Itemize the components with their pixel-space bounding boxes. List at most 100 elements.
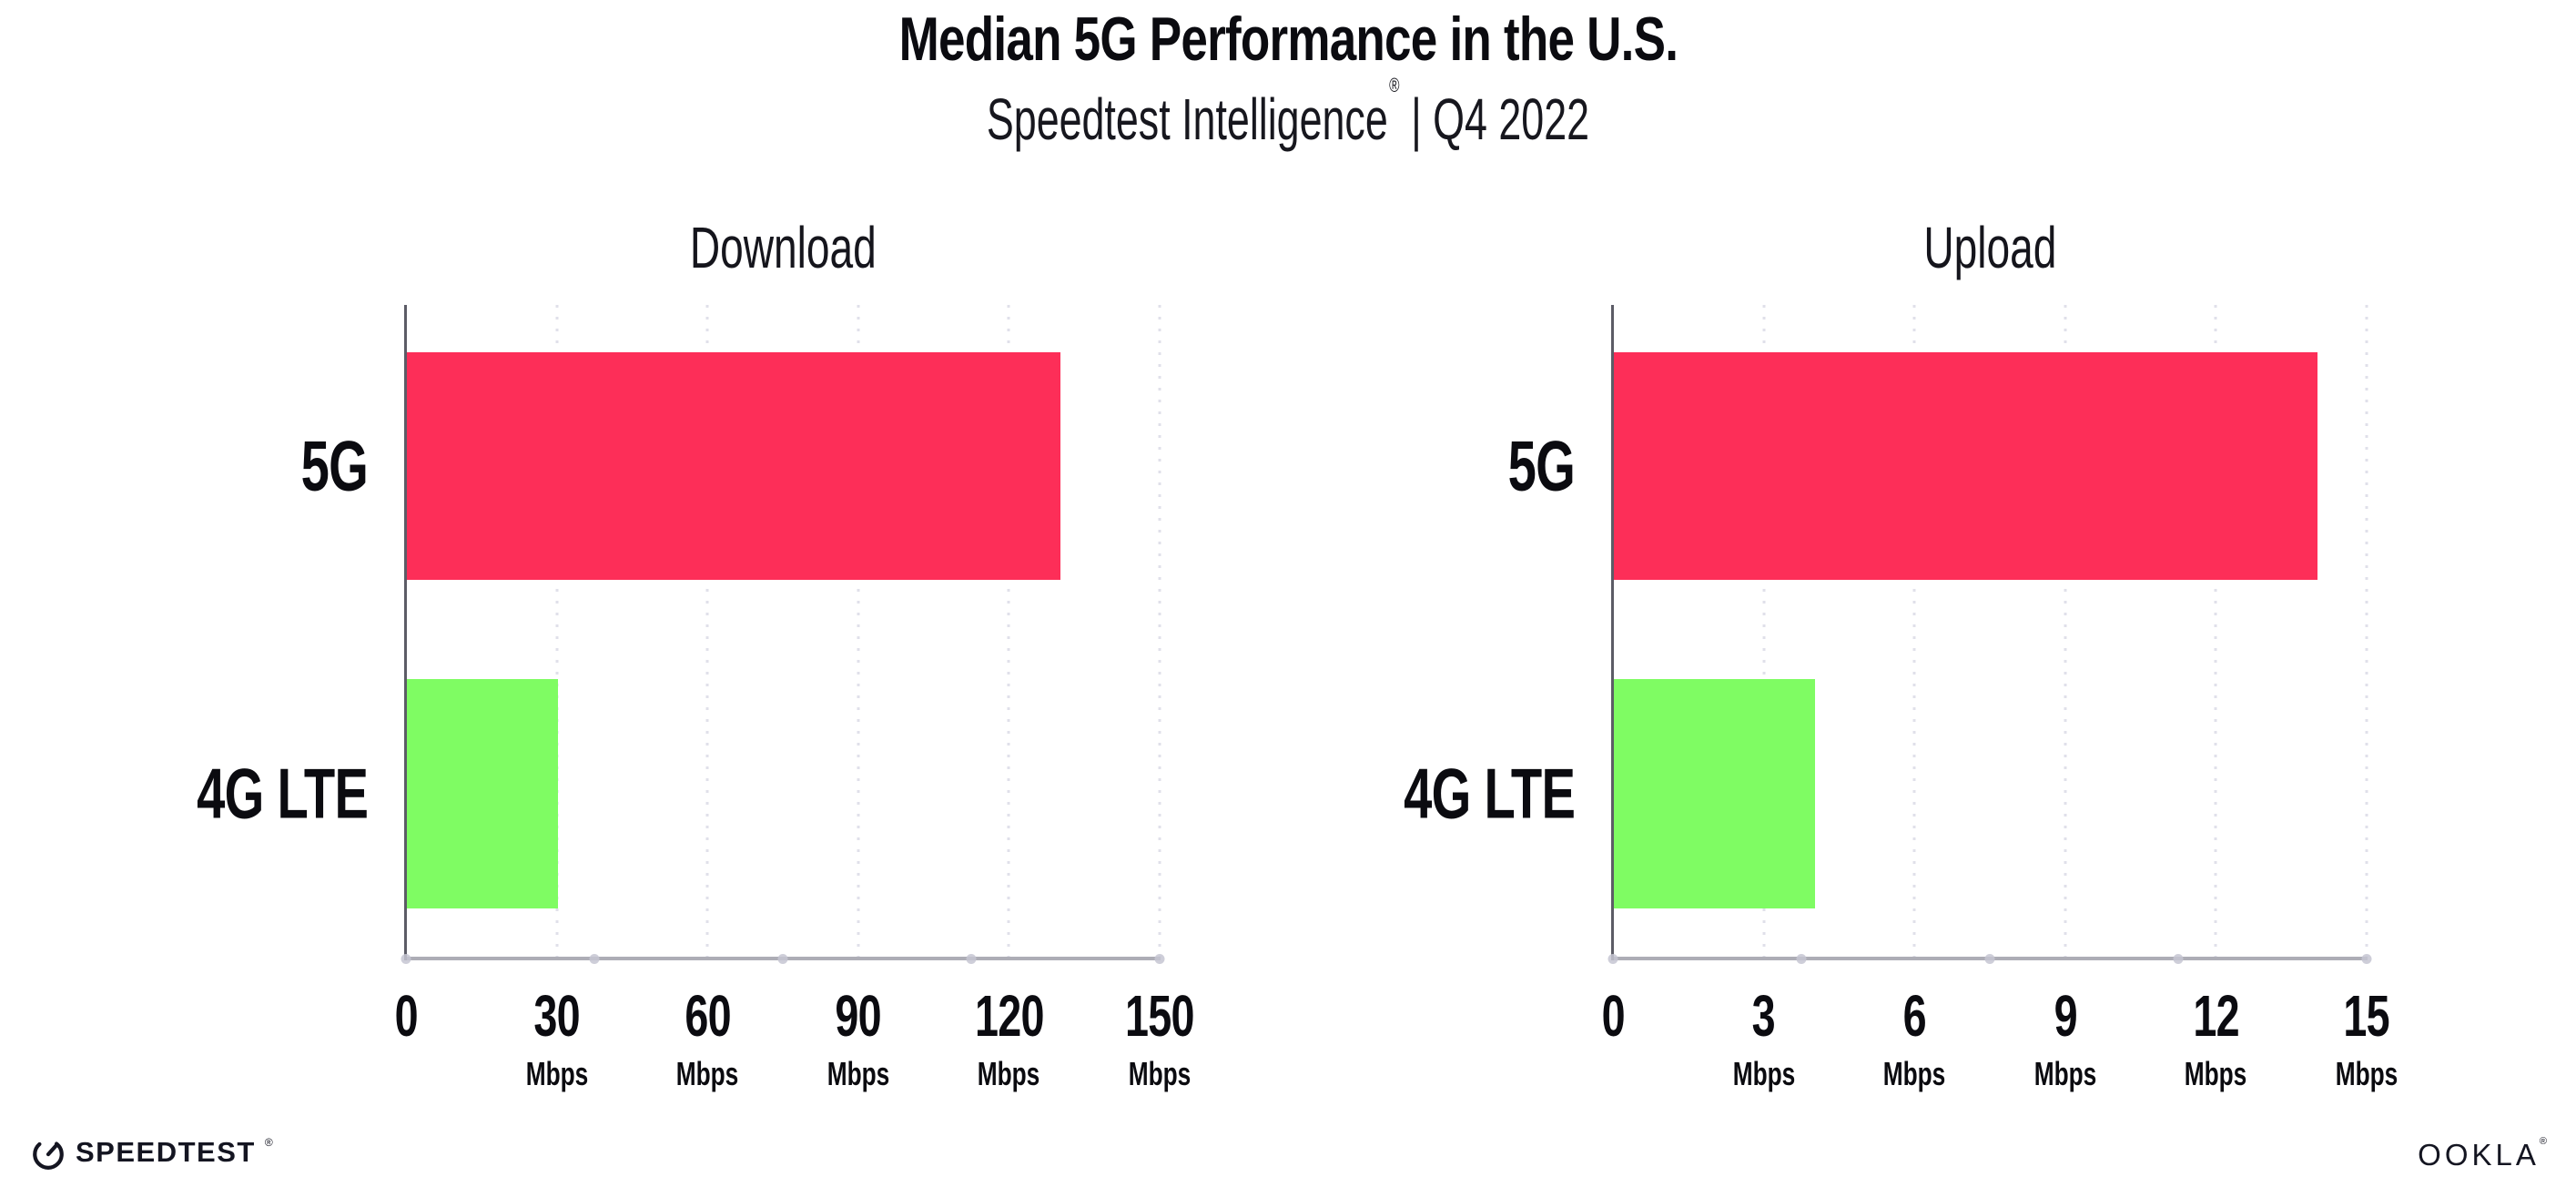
tick-unit-label: Mbps <box>1646 1055 1882 1093</box>
category-label-text: 4G LTE <box>196 753 369 834</box>
subtitle-brand: Speedtest Intelligence <box>986 86 1388 152</box>
tick-label-text: 150 <box>1125 983 1194 1049</box>
x-tick-60: 60 Mbps <box>589 982 826 1093</box>
gridline-3 <box>1762 305 1766 959</box>
ookla-logo: OOKLA ® <box>2418 1136 2547 1172</box>
tick-unit-text: Mbps <box>978 1055 1040 1092</box>
speedtest-registered-mark: ® <box>264 1136 273 1149</box>
x-tick-9: 9 Mbps <box>1947 982 2184 1093</box>
category-label-text: 5G <box>300 425 369 506</box>
ookla-registered-mark: ® <box>2539 1136 2547 1147</box>
category-label-4g-lte: 4G LTE <box>1337 753 1576 836</box>
tick-unit-label: Mbps <box>1041 1055 1278 1093</box>
gridline-12 <box>2214 305 2217 959</box>
tick-unit-text: Mbps <box>1732 1055 1795 1092</box>
tick-label: 0 <box>288 982 524 1050</box>
tick-label-text: 3 <box>1751 983 1776 1049</box>
gridline-90 <box>857 305 860 959</box>
tick-label: 6 <box>1796 982 2033 1050</box>
gridline-120 <box>1007 305 1010 959</box>
x-tick-6: 6 Mbps <box>1796 982 2033 1093</box>
tick-unit-text: Mbps <box>2033 1055 2097 1092</box>
axis-dot <box>1984 954 1995 964</box>
x-tick-90: 90 Mbps <box>740 982 977 1093</box>
tick-unit-text: Mbps <box>2185 1055 2247 1092</box>
axis-dot <box>2361 954 2372 964</box>
tick-label-text: 120 <box>974 983 1044 1049</box>
gridline-150 <box>1158 305 1161 959</box>
x-tick-0: 0 <box>1495 982 1731 1093</box>
bar-4g-lte <box>1614 679 1815 908</box>
tick-label-text: 6 <box>1902 983 1927 1049</box>
bar-4g-lte <box>407 679 558 908</box>
axis-dot <box>1607 954 1618 964</box>
speedtest-wordmark: SPEEDTEST <box>76 1136 256 1168</box>
gridline-30 <box>555 305 559 959</box>
tick-unit-text: Mbps <box>1882 1055 1946 1092</box>
axis-dot <box>1154 954 1165 964</box>
tick-unit-text: Mbps <box>827 1055 890 1092</box>
tick-label-text: 0 <box>1601 983 1625 1049</box>
x-tick-120: 120 Mbps <box>890 982 1127 1093</box>
tick-unit-label: Mbps <box>439 1055 675 1093</box>
speedtest-gauge-icon <box>33 1139 64 1170</box>
tick-label-text: 15 <box>2343 983 2390 1049</box>
axis-dot <box>401 954 411 964</box>
tick-unit-label: Mbps <box>1947 1055 2184 1093</box>
tick-label-text: 60 <box>684 983 731 1049</box>
axis-dot <box>966 954 977 964</box>
x-tick-3: 3 Mbps <box>1646 982 1882 1093</box>
tick-label: 150 <box>1041 982 1278 1050</box>
axis-dot <box>777 954 788 964</box>
x-tick-15: 15 Mbps <box>2248 982 2485 1093</box>
download-chart-title: Download <box>689 215 877 280</box>
tick-unit-label: Mbps <box>2097 1055 2334 1093</box>
y-axis-line <box>404 305 407 960</box>
axis-dot <box>2173 954 2184 964</box>
gridline-9 <box>2064 305 2067 959</box>
tick-label: 9 <box>1947 982 2184 1050</box>
gridline-15 <box>2365 305 2368 959</box>
bar-5g <box>1614 352 2317 580</box>
registered-mark: ® <box>1389 73 1400 96</box>
tick-unit-text: Mbps <box>675 1055 739 1092</box>
upload-chart-plot-area: Upload 0 3 Mbps 6 Mbps 9 Mbps 12 Mbps 15 Mbps 5G 4G … <box>1404 215 2398 1092</box>
page-subtitle: Speedtest Intelligence® | Q4 2022 <box>0 74 2576 153</box>
ookla-wordmark: OOKLA <box>2418 1138 2540 1172</box>
tick-label-text: 90 <box>835 983 882 1049</box>
tick-label-text: 0 <box>394 983 418 1049</box>
download-chart-plot-area: Download 0 30 Mbps 60 Mbps 90 Mbps 120 Mbps 150 Mb… <box>197 215 1195 1092</box>
x-tick-12: 12 Mbps <box>2097 982 2334 1093</box>
gridline-60 <box>705 305 709 959</box>
x-tick-30: 30 Mbps <box>439 982 675 1093</box>
x-tick-150: 150 Mbps <box>1041 982 1278 1093</box>
tick-label: 30 <box>439 982 675 1050</box>
tick-unit-label: Mbps <box>2248 1055 2485 1093</box>
tick-unit-label: Mbps <box>890 1055 1127 1093</box>
tick-label: 120 <box>890 982 1127 1050</box>
tick-label: 12 <box>2097 982 2334 1050</box>
speedtest-logo: SPEEDTEST ® <box>30 1134 273 1171</box>
tick-unit-text: Mbps <box>2335 1055 2399 1092</box>
tick-unit-label: Mbps <box>589 1055 826 1093</box>
tick-unit-label: Mbps <box>740 1055 977 1093</box>
bar-5g <box>407 352 1060 580</box>
y-axis-line <box>1611 305 1614 960</box>
tick-label-text: 12 <box>2193 983 2239 1049</box>
upload-chart-title: Upload <box>1922 215 2057 280</box>
tick-unit-text: Mbps <box>525 1055 588 1092</box>
subtitle-period: | Q4 2022 <box>1411 86 1590 152</box>
tick-label: 90 <box>740 982 977 1050</box>
tick-label: 60 <box>589 982 826 1050</box>
tick-label-text: 30 <box>533 983 580 1049</box>
tick-label: 15 <box>2248 982 2485 1050</box>
tick-label: 0 <box>1495 982 1731 1050</box>
category-label-4g-lte: 4G LTE <box>130 753 369 836</box>
axis-dot <box>589 954 600 964</box>
tick-unit-text: Mbps <box>1128 1055 1192 1092</box>
gridline-6 <box>1912 305 1916 959</box>
page-title: Median 5G Performance in the U.S. <box>898 5 1678 74</box>
category-label-5g: 5G <box>275 425 369 508</box>
category-label-text: 5G <box>1507 425 1576 506</box>
